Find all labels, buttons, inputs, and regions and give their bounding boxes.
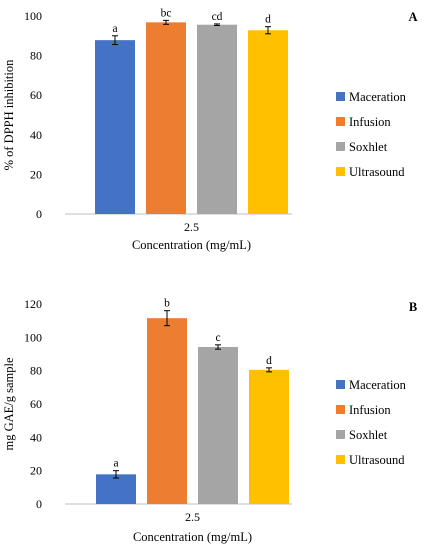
bar-infusion: [147, 318, 187, 504]
bar-ultrasound: [249, 369, 289, 504]
y-tick-label: 120: [24, 297, 42, 311]
bar-maceration: [95, 40, 135, 214]
legend-label: Maceration: [349, 90, 407, 104]
legend-label: Soxhlet: [349, 140, 388, 154]
y-tick-label: 60: [30, 397, 42, 411]
legend-label: Maceration: [349, 378, 407, 392]
legend-swatch-ultrasound: [336, 455, 345, 464]
y-tick-label: 40: [30, 128, 42, 142]
bar-soxhlet: [198, 347, 238, 504]
legend-label: Infusion: [349, 115, 391, 129]
y-tick-label: 100: [24, 330, 42, 344]
legend-swatch-maceration: [336, 92, 345, 101]
y-tick-label: 60: [30, 88, 42, 102]
legend-label: Soxhlet: [349, 428, 388, 442]
y-tick-label: 0: [36, 207, 42, 221]
legend-label: Ultrasound: [349, 165, 405, 179]
x-tick-label: 2.5: [184, 220, 199, 234]
chart-panel-a: 0 20 40 60 80 100 a bc cd d 2.5 Concentration (mg/m…: [2, 7, 418, 252]
x-tick-label: 2.5: [185, 510, 200, 524]
y-tick-label: 80: [30, 364, 42, 378]
legend-swatch-soxhlet: [336, 430, 345, 439]
panel-label: A: [408, 10, 417, 24]
y-tick-label: 40: [30, 430, 42, 444]
bar-soxhlet: [197, 24, 237, 214]
y-tick-label: 0: [36, 497, 42, 511]
legend-swatch-soxhlet: [336, 142, 345, 151]
y-axis-title: % of DPPH inhibition: [2, 59, 16, 171]
bar-maceration: [96, 474, 136, 504]
y-axis-title: mg GAE/g sample: [2, 357, 16, 450]
significance-label: a: [112, 23, 117, 35]
y-tick-label: 20: [30, 167, 42, 181]
y-tick-label: 20: [30, 464, 42, 478]
significance-label: d: [265, 14, 271, 26]
legend-label: Infusion: [349, 403, 391, 417]
legend-swatch-maceration: [336, 380, 345, 389]
legend-swatch-infusion: [336, 405, 345, 414]
significance-label: c: [215, 332, 220, 344]
chart-panel-b: 0 20 40 60 80 100 120 a b c d 2.5 Concentration (mg/…: [2, 297, 417, 544]
significance-label: d: [266, 355, 272, 367]
significance-label: bc: [161, 7, 172, 19]
legend-label: Ultrasound: [349, 453, 405, 467]
y-tick-label: 100: [24, 9, 42, 23]
x-axis-title: Concentration (mg/mL): [133, 530, 252, 544]
y-tick-label: 80: [30, 49, 42, 63]
panel-label: B: [409, 300, 417, 314]
legend-swatch-infusion: [336, 117, 345, 126]
significance-label: b: [164, 298, 170, 310]
x-axis-title: Concentration (mg/mL): [132, 238, 251, 252]
legend-swatch-ultrasound: [336, 167, 345, 176]
bar-infusion: [146, 22, 186, 215]
significance-label: cd: [212, 11, 223, 23]
significance-label: a: [113, 458, 118, 470]
bar-ultrasound: [248, 30, 288, 215]
